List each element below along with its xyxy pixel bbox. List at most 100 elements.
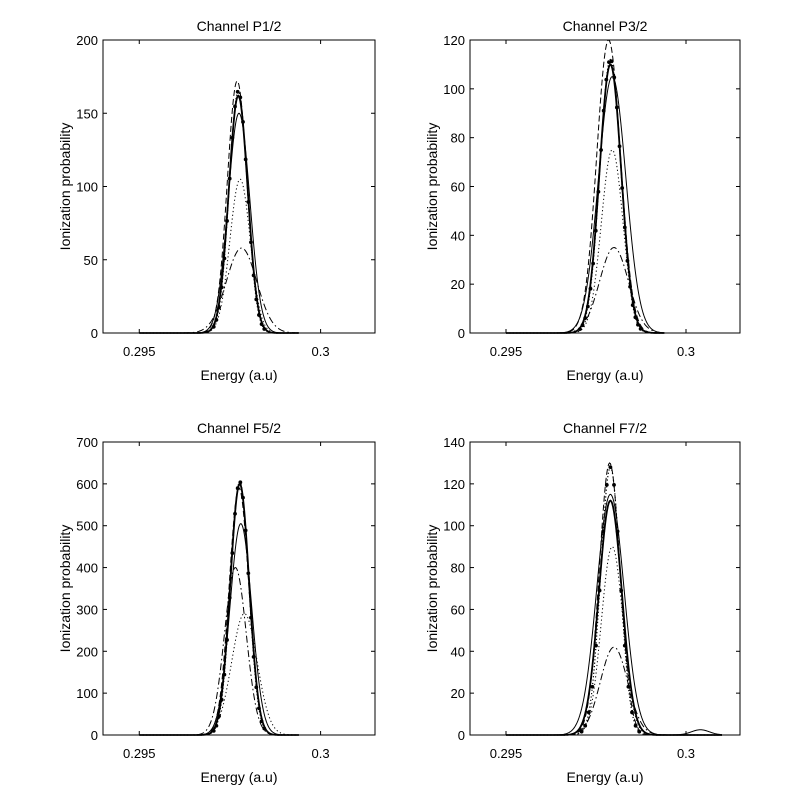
x-axis-label: Energy (a.u) [200,367,277,383]
x-axis-label: Energy (a.u) [200,769,277,785]
y-tick-label: 300 [76,602,98,617]
data-point-marker [211,324,216,329]
y-axis-label: Ionization probability [57,525,73,653]
y-tick-label: 120 [443,477,465,492]
chart-title: Channel F5/2 [197,420,281,436]
y-tick-label: 60 [451,180,465,195]
data-point-marker [604,482,609,487]
y-axis-label: Ionization probability [424,525,440,653]
series-markers [211,480,267,733]
y-tick-label: 0 [458,728,465,743]
data-point-marker [222,672,227,677]
series-dotted-markers [139,480,299,736]
data-point-marker [243,528,248,533]
data-point-marker [583,316,588,321]
data-point-marker [593,228,598,233]
chart-title: Channel P1/2 [197,18,282,34]
data-point-marker [609,59,614,64]
x-axis-label: Energy (a.u) [566,769,643,785]
data-point-marker [214,317,219,322]
data-point-marker [227,176,232,181]
data-point-marker [246,571,251,576]
x-tick-label: 0.295 [490,344,523,359]
panel-3: Channel F5/2 Energy (a.u) Ionization proba… [57,420,376,785]
y-tick-label: 40 [451,644,465,659]
y-tick-label: 150 [76,106,98,121]
series-dotted [139,613,299,736]
y-tick-label: 80 [451,131,465,146]
data-point-marker [601,529,606,534]
data-point-marker [217,714,221,719]
y-tick-label: 20 [451,277,465,292]
data-point-marker [612,482,616,487]
series-dashdot [139,247,299,334]
data-point-marker [219,697,224,702]
series-dotted [139,178,299,334]
series-dashdot [506,646,722,736]
series-solid-thick [506,63,665,334]
series-markers [578,59,643,332]
y-tick-label: 40 [451,228,465,243]
data-point-marker [638,326,643,331]
data-point-marker [586,710,591,715]
y-tick-label: 120 [443,33,465,48]
series-solid-thick [139,94,299,334]
y-tick-label: 100 [76,180,98,195]
data-point-marker [211,728,216,733]
y-tick-label: 600 [76,477,98,492]
data-point-marker [597,588,602,593]
y-tick-label: 140 [443,435,465,450]
data-point-marker [235,89,240,94]
data-point-marker [633,723,638,728]
panel-4: Channel F7/2 Energy (a.u) Ionization proba… [424,420,741,785]
x-tick-label: 0.295 [123,746,156,761]
y-tick-label: 200 [76,644,98,659]
series-dashed [139,487,299,736]
data-point-marker [591,261,596,266]
series-dashed [506,462,722,736]
data-point-marker [585,304,590,309]
data-point-marker [238,480,243,485]
y-tick-label: 500 [76,519,98,534]
y-axis-label: Ionization probability [57,123,73,251]
x-tick-label: 0.3 [312,746,330,761]
series-dotted-markers [139,90,299,334]
series-dashdot [506,247,665,334]
y-tick-label: 100 [76,686,98,701]
data-point-marker [588,286,593,291]
data-point-marker [233,104,237,109]
data-point-marker [249,615,253,620]
data-point-marker [222,256,227,261]
y-axis-label: Ionization probability [424,123,440,251]
y-tick-label: 200 [76,33,98,48]
chart-title: Channel F7/2 [563,420,647,436]
series-dotted [506,546,722,736]
series-dashed [506,39,665,334]
y-tick-label: 700 [76,435,98,450]
data-point-marker [225,219,229,223]
y-tick-label: 400 [76,561,98,576]
series-markers [211,89,267,331]
y-tick-label: 0 [91,326,98,341]
data-point-marker [219,285,224,290]
data-point-marker [214,723,219,728]
panel-1: Channel P1/2 Energy (a.u) Ionization proba… [57,18,376,383]
y-tick-label: 0 [458,326,465,341]
data-point-marker [633,315,638,320]
x-axis-label: Energy (a.u) [566,367,643,383]
series-dashed [139,80,299,334]
data-point-marker [630,303,635,308]
x-tick-label: 0.295 [123,344,156,359]
y-tick-label: 20 [451,686,465,701]
plot-frame [469,441,741,736]
data-point-marker [596,189,601,194]
data-point-marker [601,108,606,113]
y-tick-label: 80 [451,561,465,576]
data-point-marker [604,77,609,82]
series-solid-thick [139,482,299,736]
y-tick-label: 0 [91,728,98,743]
x-tick-label: 0.3 [312,344,330,359]
chart-title: Channel P3/2 [563,18,648,34]
data-point-marker [230,135,235,140]
